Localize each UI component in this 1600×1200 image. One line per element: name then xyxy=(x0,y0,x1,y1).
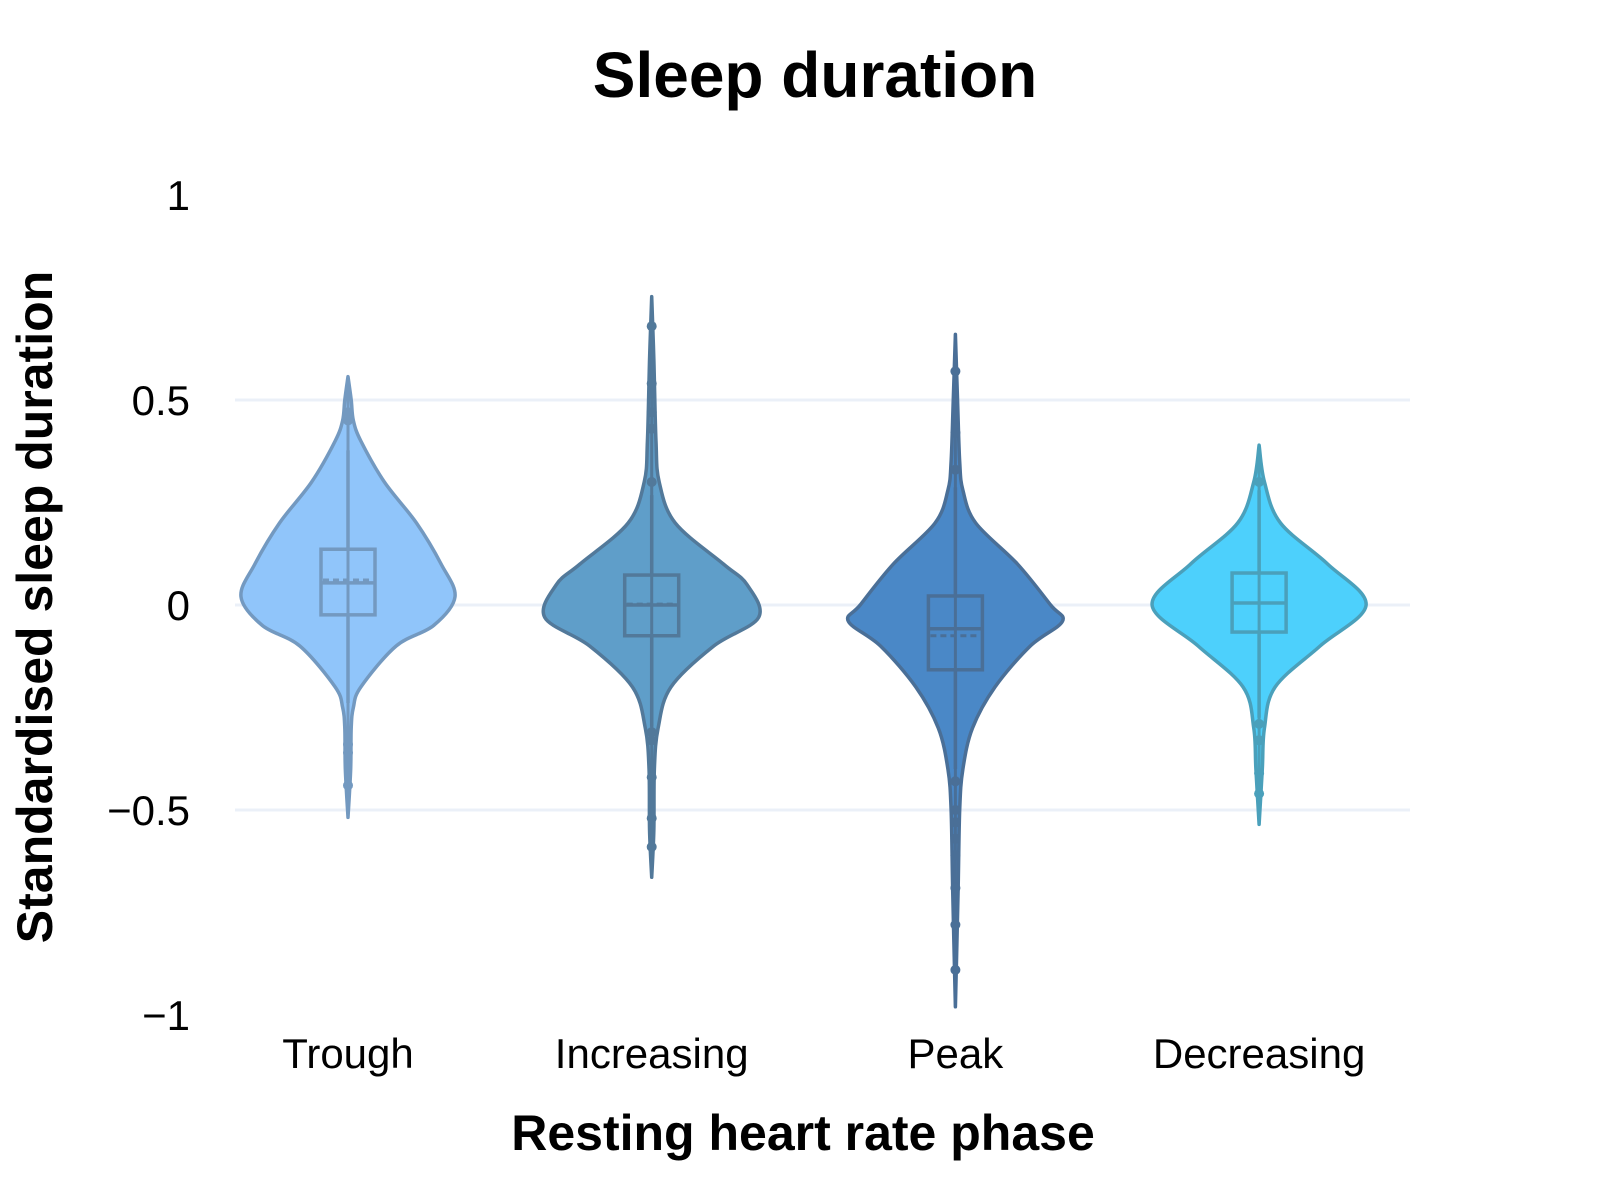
outlier-point xyxy=(1254,788,1265,799)
y-tick-label: 0.5 xyxy=(132,377,190,424)
outlier-point xyxy=(950,427,961,438)
outlier-point xyxy=(950,805,961,815)
y-axis-ticks: 1 0.5 0 −0.5 −1 xyxy=(107,172,190,1039)
outlier-point xyxy=(950,833,961,844)
violin-increasing xyxy=(541,294,762,879)
outlier-point xyxy=(646,378,657,389)
outlier-point xyxy=(646,321,657,332)
x-tick-label: Trough xyxy=(282,1030,414,1077)
y-tick-label: −1 xyxy=(142,992,190,1039)
chart-title: Sleep duration xyxy=(593,39,1038,111)
outlier-point xyxy=(646,772,657,783)
outlier-point xyxy=(646,735,657,746)
outlier-point xyxy=(646,407,657,418)
outlier-point xyxy=(1254,718,1265,729)
y-tick-label: 1 xyxy=(167,172,190,219)
outlier-point xyxy=(343,780,353,791)
outlier-point xyxy=(343,739,353,750)
outlier-point xyxy=(950,776,961,787)
y-axis-title: Standardised sleep duration xyxy=(7,271,63,943)
x-axis-ticks: Trough Increasing Peak Decreasing xyxy=(282,1030,1365,1077)
outlier-point xyxy=(1254,477,1265,487)
outlier-point xyxy=(950,817,961,828)
violins xyxy=(239,294,1368,1009)
outlier-point xyxy=(646,727,657,738)
outlier-point xyxy=(1254,735,1265,746)
x-tick-label: Increasing xyxy=(555,1030,749,1077)
y-tick-label: 0 xyxy=(167,582,190,629)
outlier-point xyxy=(646,423,657,434)
y-tick-label: −0.5 xyxy=(107,787,190,834)
outlier-point xyxy=(950,366,961,377)
violin-peak xyxy=(845,332,1065,1009)
outlier-point xyxy=(343,415,353,426)
outlier-point xyxy=(950,919,961,930)
outlier-point xyxy=(950,882,961,893)
violin-decreasing xyxy=(1150,443,1368,827)
outlier-point xyxy=(646,813,657,824)
outlier-point xyxy=(646,477,657,487)
outlier-point xyxy=(646,841,657,852)
outlier-point xyxy=(1254,768,1265,779)
outlier-point xyxy=(343,407,353,418)
outlier-point xyxy=(343,747,353,758)
x-axis-title: Resting heart rate phase xyxy=(511,1105,1095,1161)
outlier-point xyxy=(950,464,961,475)
x-tick-label: Peak xyxy=(908,1030,1005,1077)
outlier-point xyxy=(950,964,961,975)
violin-trough xyxy=(239,374,457,820)
outlier-point xyxy=(950,850,961,861)
x-tick-label: Decreasing xyxy=(1153,1030,1365,1077)
